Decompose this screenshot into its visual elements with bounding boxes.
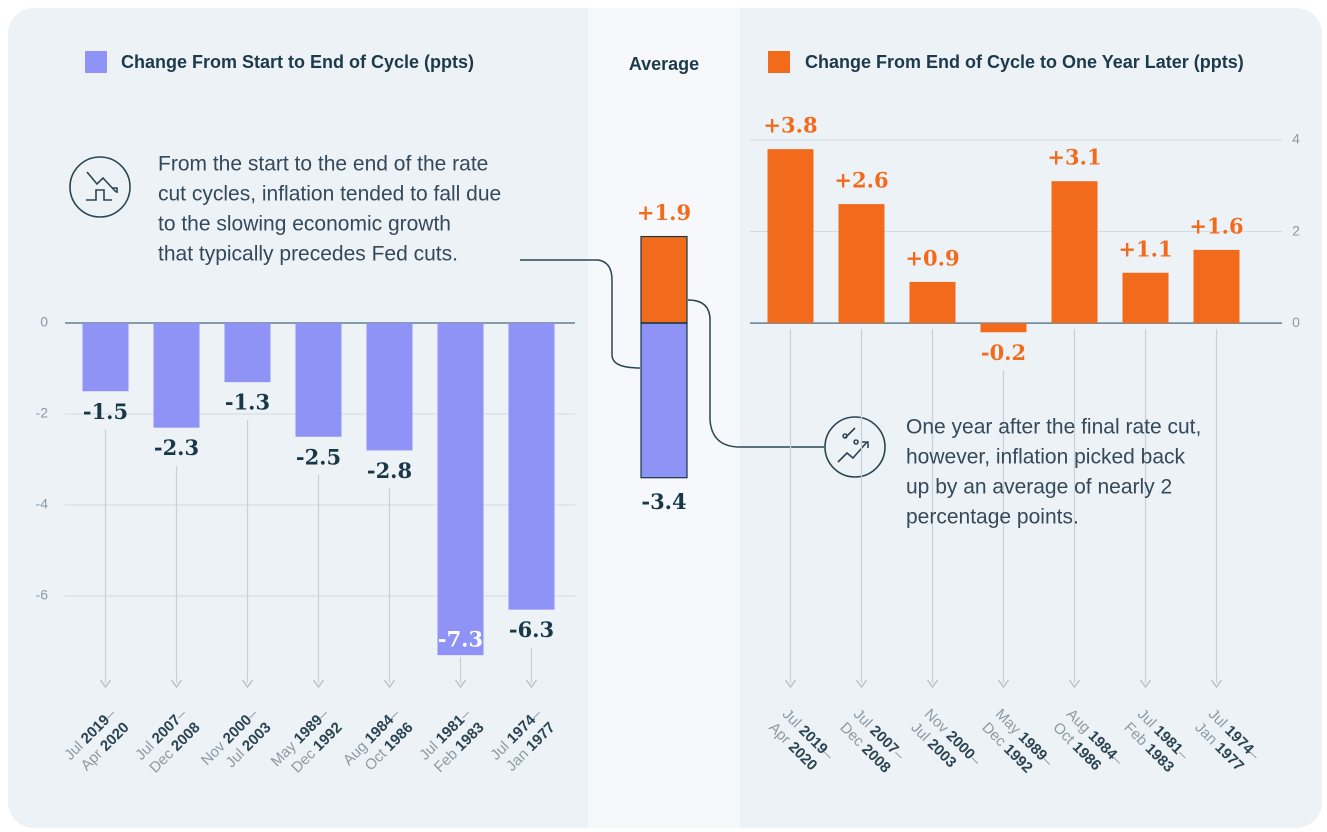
guide-arrow — [241, 679, 254, 689]
bar — [437, 323, 484, 656]
annotation: cut cycles, inflation tended to fall due — [158, 183, 501, 206]
bar — [909, 281, 956, 324]
bar — [980, 323, 1027, 333]
guide-arrow — [1068, 679, 1081, 689]
legend-label: Change From End of Cycle to One Year Lat… — [805, 52, 1244, 72]
icon-up — [824, 416, 886, 478]
value-label: -1.5 — [83, 399, 128, 424]
guide-arrow — [170, 679, 183, 689]
bar — [295, 323, 342, 437]
annotation: however, inflation picked back — [906, 446, 1185, 469]
value-label: +3.1 — [1047, 145, 1101, 170]
legend-swatch — [85, 51, 107, 73]
guide-arrow — [312, 679, 325, 689]
annotation: up by an average of nearly 2 — [906, 476, 1172, 499]
y-tick-label: -6 — [36, 587, 49, 603]
icon-down — [69, 156, 131, 218]
value-label: -6.3 — [509, 617, 554, 642]
guide-arrow — [855, 679, 868, 689]
annotation: percentage points. — [906, 506, 1079, 529]
bar — [767, 149, 814, 324]
bar — [153, 323, 200, 428]
guide-arrow — [926, 679, 939, 689]
guide-arrow — [784, 679, 797, 689]
bar — [224, 323, 271, 383]
guide-arrow — [997, 679, 1010, 689]
connector — [687, 299, 824, 448]
bar — [1193, 249, 1240, 324]
value-label: -2.3 — [154, 435, 199, 460]
y-tick-label: 2 — [1292, 222, 1300, 238]
value-label: +0.9 — [905, 245, 959, 270]
bar — [366, 323, 413, 451]
y-tick-label: 0 — [1292, 314, 1300, 330]
bar — [1051, 181, 1098, 324]
y-tick-label: -4 — [36, 496, 49, 512]
bar — [838, 204, 885, 324]
bar — [82, 323, 129, 392]
value-label: +2.6 — [834, 168, 888, 193]
guide-arrow — [525, 679, 538, 689]
value-label: -0.2 — [981, 340, 1026, 365]
bar — [640, 235, 688, 324]
average-title: Average — [629, 54, 699, 74]
guide-arrow — [383, 679, 396, 689]
value-label: -7.3 — [438, 627, 483, 652]
bar — [1122, 272, 1169, 324]
annotation: From the start to the end of the rate — [158, 153, 488, 176]
legend-label: Change From Start to End of Cycle (ppts) — [121, 52, 474, 72]
bar — [508, 323, 555, 610]
y-tick-label: 0 — [40, 314, 48, 330]
value-label: +1.1 — [1118, 236, 1172, 261]
value-label: +1.6 — [1189, 213, 1243, 238]
value-label: -1.3 — [225, 390, 270, 415]
value-label: -2.8 — [367, 458, 412, 483]
guide-arrow — [454, 679, 467, 689]
bar — [640, 322, 688, 479]
annotation: to the slowing economic growth — [158, 213, 451, 236]
value-label: +1.9 — [637, 200, 691, 225]
value-label: -2.5 — [296, 444, 341, 469]
connector — [520, 259, 641, 369]
annotation: that typically precedes Fed cuts. — [158, 243, 458, 266]
guide-arrow — [99, 679, 112, 689]
y-tick-label: -2 — [36, 405, 49, 421]
legend-swatch — [768, 51, 790, 73]
y-tick-label: 4 — [1292, 131, 1300, 147]
annotation: One year after the final rate cut, — [906, 416, 1201, 439]
value-label: +3.8 — [763, 113, 817, 138]
guide-arrow — [1210, 679, 1223, 689]
x-tick-label: Nov 2000–Jul 2003 — [907, 706, 984, 783]
value-label: -3.4 — [641, 489, 686, 514]
guide-arrow — [1139, 679, 1152, 689]
